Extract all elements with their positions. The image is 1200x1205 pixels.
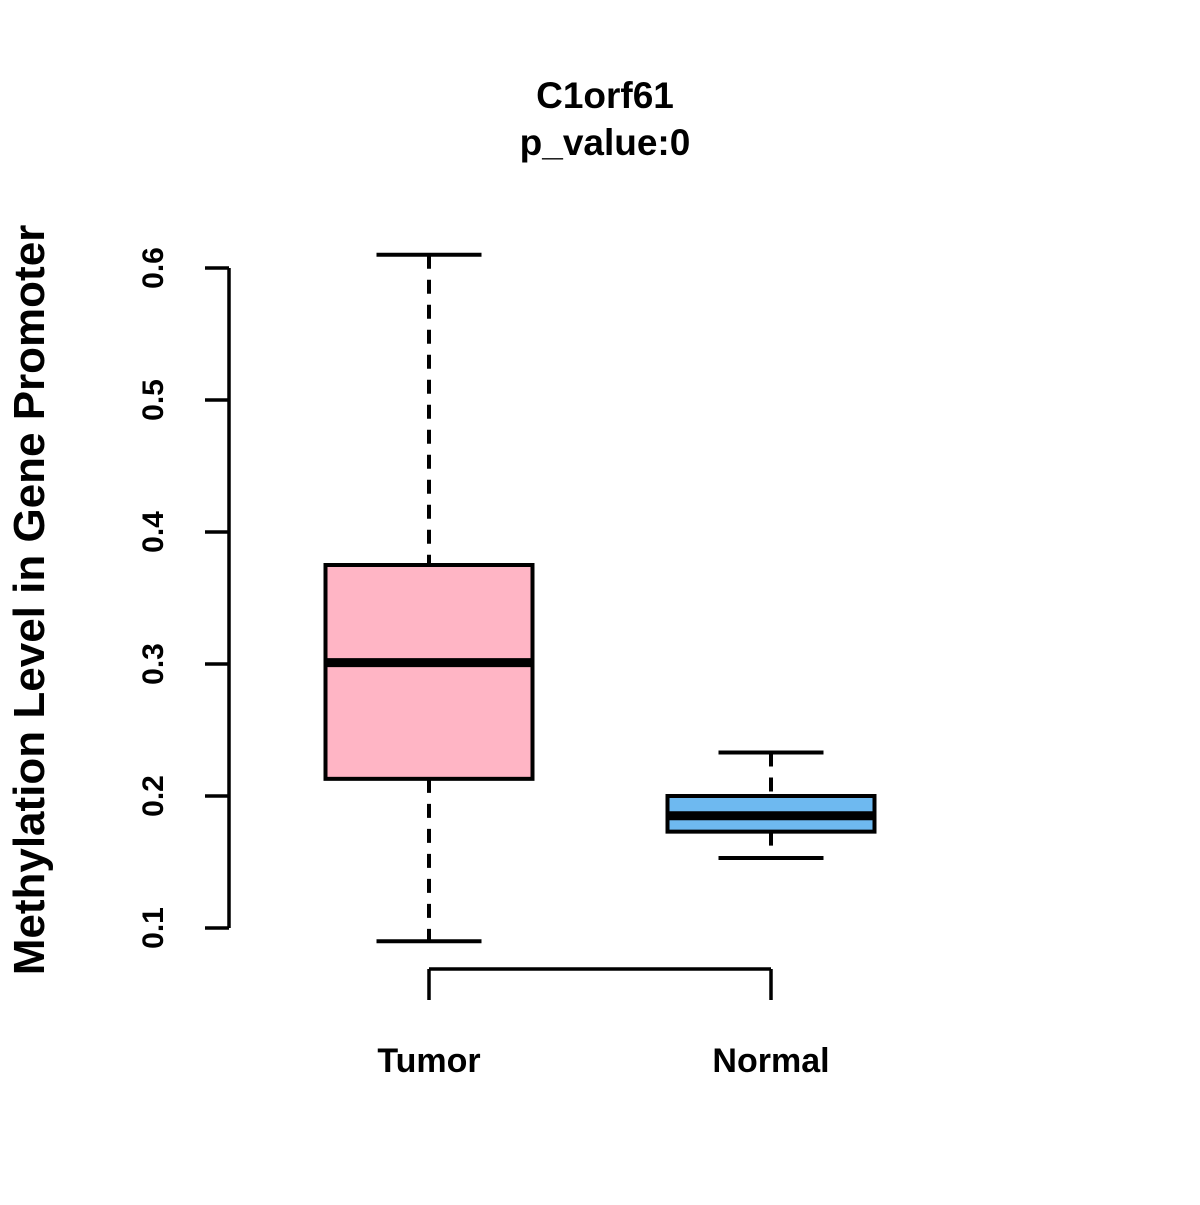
x-category-label-normal: Normal xyxy=(712,1042,829,1080)
y-axis-label: Methylation Level in Gene Promoter xyxy=(5,225,54,976)
y-tick-label-0.2: 0.2 xyxy=(137,775,170,817)
y-tick-label-0.1: 0.1 xyxy=(137,907,170,949)
chart-title: C1orf61 xyxy=(536,75,674,116)
x-category-label-tumor: Tumor xyxy=(377,1042,480,1080)
axes-layer: 0.1 0.2 0.3 0.4 0.5 0.6 Tumor Normal xyxy=(137,247,830,1080)
y-tick-label-0.6: 0.6 xyxy=(137,247,170,289)
y-tick-label-0.5: 0.5 xyxy=(137,379,170,421)
chart-subtitle: p_value:0 xyxy=(520,122,691,163)
boxplots-layer xyxy=(323,252,877,944)
y-tick-label-0.3: 0.3 xyxy=(137,643,170,685)
y-tick-label-0.4: 0.4 xyxy=(137,511,170,553)
tumor-box xyxy=(323,563,535,781)
